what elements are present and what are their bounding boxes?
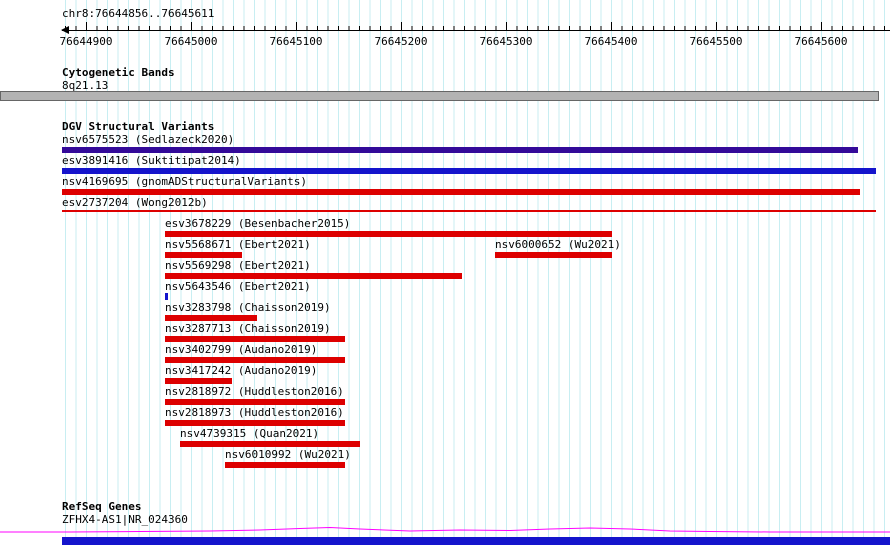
dgv-section-title: DGV Structural Variants (62, 120, 215, 133)
variant-label[interactable]: nsv2818973 (Huddleston2016) (165, 406, 344, 419)
variant-label[interactable]: nsv3283798 (Chaisson2019) (165, 301, 331, 314)
variant-bar[interactable] (165, 273, 462, 279)
variant-label[interactable]: esv2737204 (Wong2012b) (62, 196, 208, 209)
variant-label[interactable]: esv3891416 (Suktitipat2014) (62, 154, 241, 167)
cytoband-bar[interactable] (0, 91, 879, 101)
variant-bar[interactable] (180, 441, 360, 447)
variant-label[interactable]: nsv5569298 (Ebert2021) (165, 259, 311, 272)
ruler-major-tick (191, 22, 192, 30)
variant-label[interactable]: nsv5643546 (Ebert2021) (165, 280, 311, 293)
location-display: chr8:76644856..76645611 (62, 7, 215, 20)
ruler-tick-label: 76645000 (164, 35, 218, 48)
gene-exon-bar[interactable] (62, 537, 890, 545)
ruler-major-tick (296, 22, 297, 30)
ruler-tick-label: 76645600 (794, 35, 848, 48)
refseq-gene-line[interactable] (0, 524, 890, 538)
variant-bar[interactable] (165, 315, 257, 321)
ruler-tick-label: 76645300 (479, 35, 533, 48)
variant-label[interactable]: nsv3402799 (Audano2019) (165, 343, 318, 356)
refseq-section-title: RefSeq Genes (62, 500, 142, 513)
variant-label[interactable]: nsv4739315 (Quan2021) (180, 427, 320, 440)
ruler-major-tick (401, 22, 402, 30)
variant-bar[interactable] (225, 462, 345, 468)
variant-label[interactable]: nsv6000652 (Wu2021) (495, 238, 621, 251)
cytoband-section-title: Cytogenetic Bands (62, 66, 175, 79)
ruler-minor-ticks (65, 26, 890, 30)
ruler-major-tick (86, 22, 87, 30)
variant-label[interactable]: nsv6575523 (Sedlazeck2020) (62, 133, 235, 146)
ruler-tick-label: 76644900 (59, 35, 113, 48)
ruler-tick-label: 76645100 (269, 35, 323, 48)
variant-label[interactable]: nsv3417242 (Audano2019) (165, 364, 318, 377)
variant-bar[interactable] (62, 168, 876, 174)
ruler-major-tick (716, 22, 717, 30)
variant-label[interactable]: nsv3287713 (Chaisson2019) (165, 322, 331, 335)
cytoband-label: 8q21.13 (62, 79, 109, 92)
variant-bar[interactable] (165, 336, 345, 342)
variant-bar[interactable] (495, 252, 612, 258)
variant-bar[interactable] (165, 252, 242, 258)
ruler-tick-label: 76645400 (584, 35, 638, 48)
variant-label[interactable]: nsv5568671 (Ebert2021) (165, 238, 311, 251)
variant-label[interactable]: nsv6010992 (Wu2021) (225, 448, 351, 461)
ruler-major-tick (506, 22, 507, 30)
variant-bar[interactable] (165, 420, 345, 426)
variant-label[interactable]: esv3678229 (Besenbacher2015) (165, 217, 351, 230)
variant-bar[interactable] (62, 147, 858, 153)
variant-bar[interactable] (165, 231, 612, 237)
variant-label[interactable]: nsv2818972 (Huddleston2016) (165, 385, 344, 398)
variant-bar[interactable] (62, 210, 876, 212)
gridlines (65, 0, 890, 545)
ruler-major-tick (821, 22, 822, 30)
variant-bar[interactable] (165, 378, 232, 384)
variant-label[interactable]: nsv4169695 (gnomADStructuralVariants) (62, 175, 308, 188)
ruler-line (62, 30, 890, 31)
refseq-gene-label[interactable]: ZFHX4-AS1|NR_024360 (62, 513, 188, 526)
variant-bar[interactable] (165, 293, 168, 300)
ruler-major-tick (611, 22, 612, 30)
variant-bar[interactable] (165, 357, 345, 363)
ruler-tick-label: 76645500 (689, 35, 743, 48)
variant-bar[interactable] (165, 399, 345, 405)
ruler-tick-label: 76645200 (374, 35, 428, 48)
variant-bar[interactable] (62, 189, 860, 195)
